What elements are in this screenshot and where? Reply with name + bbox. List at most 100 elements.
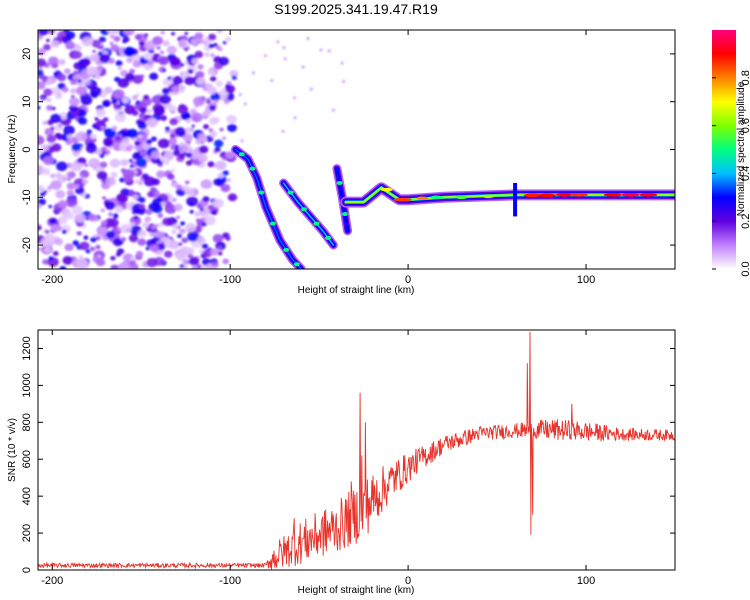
spectrogram-cell <box>82 179 89 185</box>
spectrogram-cell <box>172 150 180 157</box>
spectrogram-cell <box>72 240 80 246</box>
spectrogram-cell <box>195 77 206 86</box>
spectrogram-cell <box>156 231 166 239</box>
spectrogram-cell <box>191 58 199 65</box>
colorbar-tick-label: 0.6 <box>740 118 750 133</box>
spectrogram-cell <box>99 154 105 158</box>
spectrogram-cell <box>202 110 211 118</box>
spectrogram-cell <box>263 54 267 58</box>
spectrogram-cell <box>63 30 70 34</box>
spectrogram-cell <box>50 180 62 190</box>
spectrogram-cell <box>73 70 78 74</box>
spectrogram-cell <box>86 66 98 76</box>
spectrogram-cell <box>171 85 180 93</box>
spectrogram-cell <box>149 72 159 81</box>
spectrogram-cell <box>217 172 225 179</box>
spectrogram-cell <box>57 123 63 128</box>
spectrogram-cell <box>38 30 49 36</box>
spectrogram-cell <box>206 264 212 269</box>
spectrogram-cell <box>283 57 287 61</box>
spectrogram-cell <box>133 152 139 157</box>
spectrogram-cell <box>70 161 82 172</box>
spectrogram-cell <box>187 253 194 259</box>
spectrogram-cell <box>171 229 177 235</box>
spectrogram-cell <box>160 50 164 54</box>
spectrogram-cell <box>138 134 143 139</box>
spectrogram-cell <box>74 213 87 223</box>
spectrogram-cell <box>62 177 67 182</box>
spectrogram-cell <box>113 213 119 217</box>
spectrogram-cell <box>43 88 53 97</box>
spectrogram-cell <box>222 41 227 45</box>
spectrogram-cell <box>62 255 74 265</box>
spectrogram-cell <box>81 36 94 47</box>
spectrogram-cell <box>50 224 60 232</box>
spectrogram-cell <box>177 105 189 115</box>
spectrogram-cell <box>187 68 194 74</box>
spectrogram-cell <box>188 256 200 266</box>
spectrogram-cell <box>135 100 141 105</box>
spectrogram-cell <box>144 216 152 222</box>
colorbar-tick-label: 0.2 <box>740 214 750 229</box>
spectrogram-cell <box>50 113 62 124</box>
spectrogram-cell <box>178 228 186 234</box>
spectrogram-cell <box>135 93 140 97</box>
spectrogram-cell <box>172 223 179 230</box>
spectrogram-cell <box>194 50 204 59</box>
spectrogram-cell <box>222 258 230 265</box>
spectrogram-cell <box>214 99 219 104</box>
spectrogram-cell <box>95 119 106 129</box>
snr-series-line <box>38 331 675 570</box>
spectrogram-cell <box>197 64 204 70</box>
spectrogram-x-axis-label: Height of straight line (km) <box>298 285 415 296</box>
spectrogram-cell <box>100 126 105 130</box>
spectrogram-cell <box>293 116 297 120</box>
spectrogram-cell <box>179 85 186 91</box>
spectrogram-cell <box>185 119 191 124</box>
snr-y-axis-label: SNR (10 * v/v) <box>7 418 18 482</box>
spectrogram-cell <box>46 105 54 111</box>
spectrogram-cell <box>38 164 45 174</box>
spectrogram-cell <box>185 160 193 166</box>
spectrogram-cell <box>48 256 54 261</box>
spectrogram-cell <box>227 123 237 133</box>
spectrogram-cell <box>205 135 214 143</box>
spectrogram-cell <box>73 62 83 70</box>
spectrogram-cell <box>157 138 170 149</box>
spectrogram-cell <box>168 240 180 250</box>
spectrogram-cell <box>282 46 286 50</box>
spectrogram-hotspot <box>393 197 412 202</box>
spectrogram-cell <box>238 93 242 97</box>
spectrogram-cell <box>222 170 229 176</box>
spectrogram-cell <box>340 61 344 65</box>
spectrogram-cell <box>166 45 177 55</box>
spectrogram-cell <box>49 217 57 225</box>
spectrogram-cell <box>167 76 172 80</box>
spectrogram-cell <box>211 210 218 216</box>
spectrogram-cell <box>146 139 153 145</box>
figure-title: S199.2025.341.19.47.R19 <box>274 1 438 17</box>
spectrogram-cell <box>176 233 182 239</box>
spectrogram-cell <box>208 105 216 111</box>
spectrogram-cell <box>56 161 68 172</box>
spectrogram-cell <box>103 137 114 146</box>
spectrogram-cell <box>144 40 156 51</box>
spectrogram-cell <box>88 158 101 169</box>
spectrogram-cell <box>66 189 75 197</box>
spectrogram-cell <box>194 211 201 217</box>
spectrogram-cell <box>231 75 237 80</box>
spectrogram-cell <box>102 117 109 122</box>
spectrogram-cell <box>128 234 139 243</box>
spectrogram-cell <box>54 238 64 246</box>
spectrogram-cell <box>157 213 164 218</box>
spectrogram-cell <box>77 231 82 236</box>
spectrogram-cell <box>213 43 218 48</box>
x-tick-label: 100 <box>577 575 595 587</box>
spectrogram-cell <box>162 77 173 86</box>
spectrogram-cell <box>143 94 150 100</box>
x-tick-label: -200 <box>41 274 63 286</box>
spectrogram-cell <box>154 106 165 116</box>
spectrogram-cell <box>134 179 140 184</box>
spectrogram-blob <box>313 221 320 226</box>
spectrogram-cell <box>301 65 305 69</box>
